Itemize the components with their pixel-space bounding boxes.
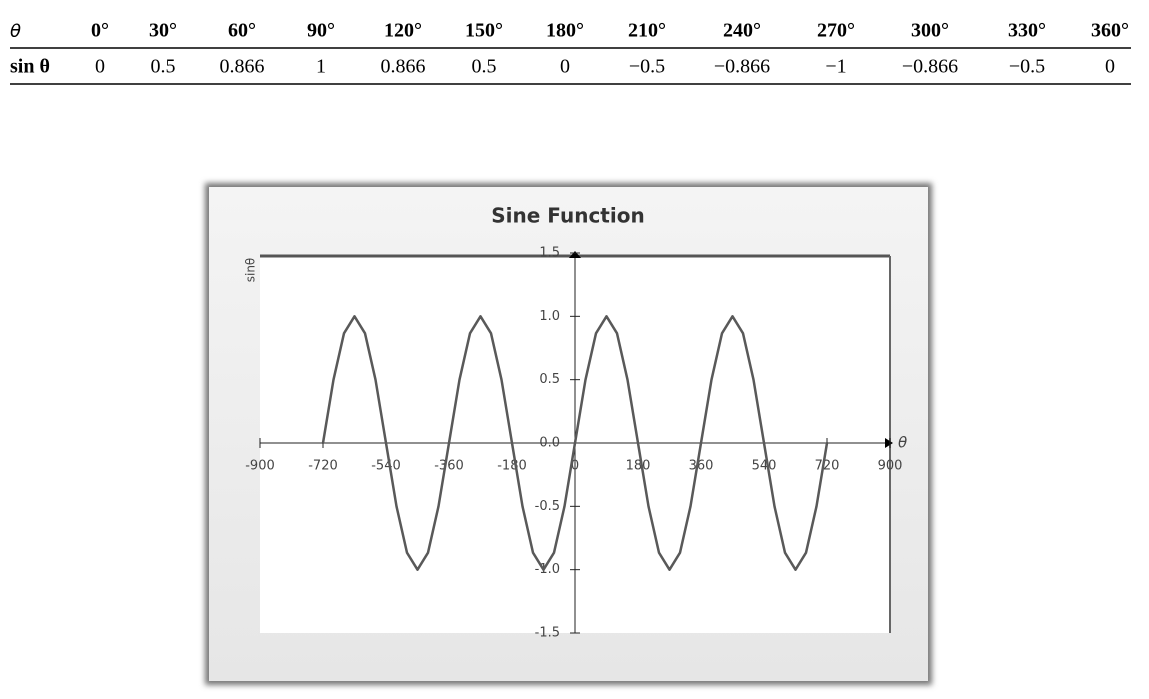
x-tick-label: 540 — [752, 459, 777, 474]
table-cell: 330° — [1008, 20, 1046, 42]
table-cell: −1 — [825, 56, 846, 78]
x-tick-label: -720 — [308, 459, 338, 474]
y-tick-label: 1.5 — [539, 246, 560, 261]
table-cell: 120° — [384, 20, 422, 42]
x-tick-label: -360 — [434, 459, 464, 474]
table-cell: 0 — [560, 56, 570, 78]
row-header: θ — [10, 21, 21, 42]
table-cell: 90° — [307, 20, 335, 42]
y-tick-label: -1.5 — [535, 626, 560, 641]
table-cell: 0.866 — [381, 56, 426, 78]
table-cell: 30° — [149, 20, 177, 42]
y-tick-label: 0.0 — [539, 436, 560, 451]
table-cell: 60° — [228, 20, 256, 42]
table-cell: 0 — [1105, 56, 1115, 78]
x-tick-label: -180 — [497, 459, 527, 474]
table-cell: 300° — [911, 20, 949, 42]
table-cell: 360° — [1091, 20, 1129, 42]
table-cell: 0.5 — [151, 56, 176, 78]
table-cell: 0 — [95, 56, 105, 78]
table-cell: 270° — [817, 20, 855, 42]
x-tick-label: 900 — [878, 459, 903, 474]
x-axis-arrow — [885, 438, 893, 448]
x-tick-label: 180 — [626, 459, 651, 474]
y-tick-label: 0.5 — [539, 372, 560, 387]
table-cell: −0.5 — [1009, 56, 1045, 78]
table-cell: −0.866 — [902, 56, 958, 78]
x-tick-label: 360 — [689, 459, 714, 474]
x-tick-label: -540 — [371, 459, 401, 474]
table-cell: 0.5 — [472, 56, 497, 78]
x-axis-label: θ — [898, 434, 907, 452]
x-tick-label: 720 — [815, 459, 840, 474]
y-axis-label: sinθ — [244, 258, 258, 283]
x-tick-label: -900 — [245, 459, 275, 474]
table-cell: −0.5 — [629, 56, 665, 78]
table-cell: 0.866 — [220, 56, 265, 78]
y-axis-arrow — [569, 251, 581, 258]
table-cell: −0.866 — [714, 56, 770, 78]
table-cell: 240° — [723, 20, 761, 42]
table-cell: 150° — [465, 20, 503, 42]
y-tick-label: -0.5 — [535, 499, 560, 514]
row-header: sin θ — [10, 56, 50, 78]
table-cell: 0° — [91, 20, 109, 42]
x-tick-label: 0 — [571, 459, 579, 474]
sine-curve — [321, 315, 829, 571]
y-tick-label: 1.0 — [539, 309, 560, 324]
chart-title: Sine Function — [491, 204, 644, 228]
table-cell: 180° — [546, 20, 584, 42]
table-cell: 1 — [316, 56, 326, 78]
table-cell: 210° — [628, 20, 666, 42]
